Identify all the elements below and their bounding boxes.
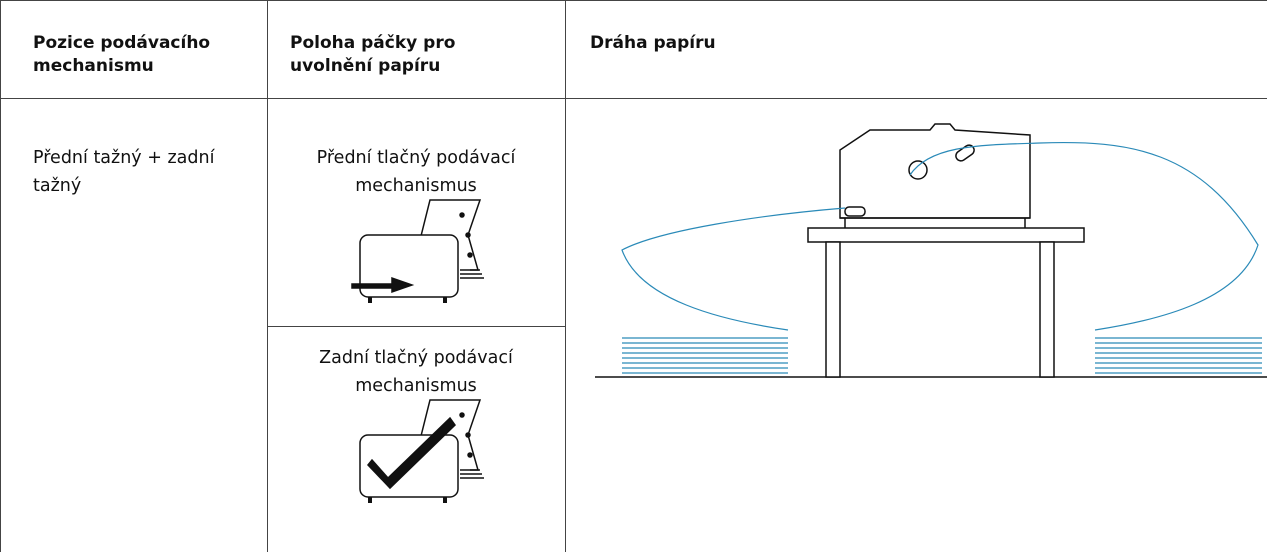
rule xyxy=(267,0,268,552)
text-line: Poloha páčky pro xyxy=(290,33,456,53)
text-line: Zadní tlačný podávací xyxy=(319,348,513,368)
header-cell: Dráha papíru xyxy=(590,32,716,55)
header-cell: Poloha páčky pro uvolnění papíru xyxy=(290,32,455,78)
rule xyxy=(267,326,565,327)
paper-path-diagram xyxy=(595,123,1267,378)
text-line: uvolnění papíru xyxy=(290,56,441,76)
text-line: tažný xyxy=(33,176,82,196)
rule xyxy=(0,98,1267,99)
lever-icon xyxy=(351,199,484,303)
rule xyxy=(0,0,1267,1)
cell: Přední tlačný podávací mechanismus xyxy=(267,144,565,200)
rule xyxy=(565,0,566,552)
text-line: Přední tlačný podávací xyxy=(316,148,516,168)
header-cell: Pozice podávacího mechanismu xyxy=(33,32,210,78)
cell: Zadní tlačný podávací mechanismus xyxy=(267,344,565,400)
text-line: Dráha papíru xyxy=(590,33,716,53)
text-line: Přední tažný + zadní xyxy=(33,148,215,168)
lever-icon xyxy=(359,399,484,503)
text-line: mechanismus xyxy=(355,376,477,396)
text-line: Pozice podávacího xyxy=(33,33,211,53)
text-line: mechanismu xyxy=(33,56,154,76)
rule xyxy=(0,0,1,552)
text-line: mechanismus xyxy=(355,176,477,196)
cell: Přední tažný + zadní tažný xyxy=(33,144,214,200)
